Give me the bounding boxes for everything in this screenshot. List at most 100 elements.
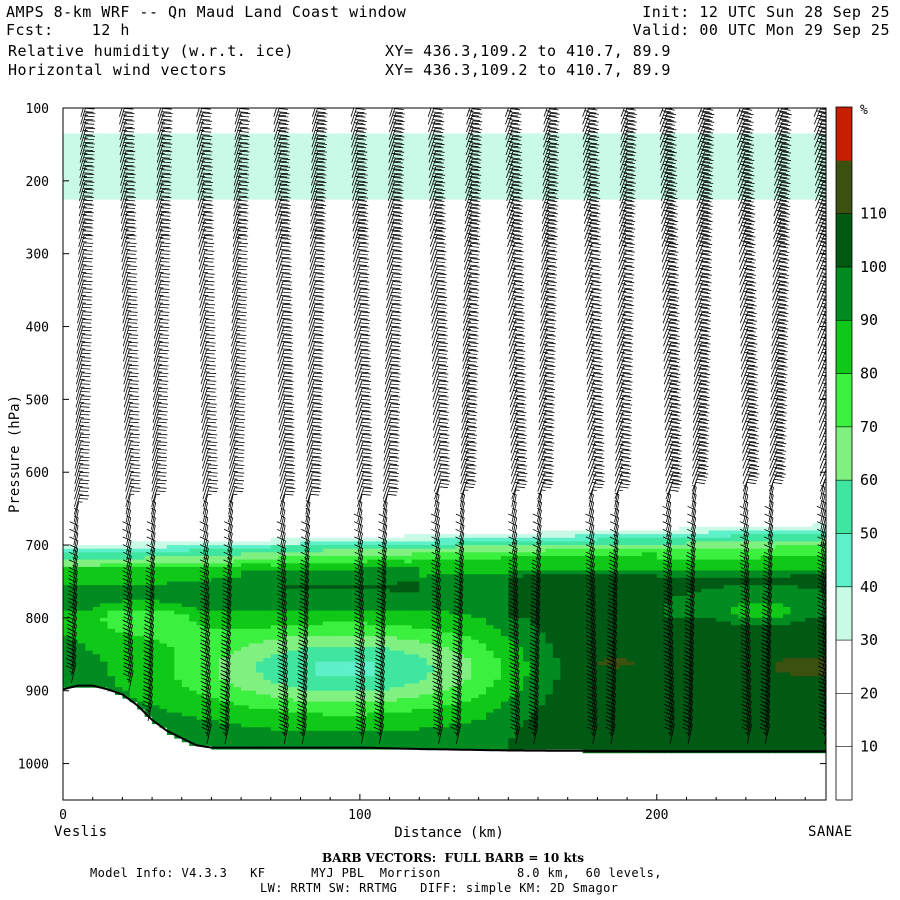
rh-cell bbox=[129, 177, 138, 182]
rh-cell bbox=[486, 159, 495, 164]
rh-cell bbox=[359, 607, 368, 612]
rh-cell bbox=[374, 617, 383, 623]
rh-cell bbox=[285, 625, 294, 630]
rh-cell bbox=[233, 155, 242, 160]
rh-cell bbox=[330, 155, 339, 160]
rh-cell bbox=[359, 180, 368, 185]
rh-cell bbox=[92, 676, 101, 681]
rh-cell bbox=[300, 184, 309, 189]
rh-cell bbox=[196, 636, 205, 641]
rh-cell bbox=[115, 144, 123, 149]
rh-cell bbox=[359, 148, 368, 153]
rh-cell bbox=[115, 566, 123, 572]
rh-cell bbox=[248, 628, 257, 633]
rh-cell bbox=[367, 159, 376, 164]
rh-cell bbox=[441, 596, 450, 601]
rh-cell bbox=[419, 687, 428, 692]
rh-cell bbox=[211, 169, 220, 175]
rh-cell bbox=[441, 166, 450, 171]
rh-cell bbox=[196, 705, 205, 710]
rh-cell bbox=[293, 665, 302, 670]
rh-cell bbox=[256, 151, 264, 156]
rh-cell bbox=[256, 738, 264, 743]
rh-cell bbox=[233, 133, 242, 138]
rh-cell bbox=[560, 632, 569, 637]
rh-cell bbox=[389, 643, 398, 648]
rh-cell bbox=[404, 650, 413, 655]
rh-cell bbox=[233, 180, 242, 185]
rh-cell bbox=[322, 636, 331, 641]
rh-cell bbox=[204, 162, 212, 167]
rh-cell bbox=[382, 661, 391, 666]
rh-cell bbox=[174, 585, 183, 590]
rh-cell bbox=[486, 672, 495, 677]
rh-cell bbox=[486, 639, 495, 644]
rh-cell bbox=[159, 617, 168, 623]
rh-cell bbox=[330, 723, 339, 728]
rh-cell bbox=[63, 155, 71, 160]
rh-cell bbox=[330, 701, 339, 706]
rh-cell bbox=[567, 140, 576, 145]
rh-cell bbox=[337, 162, 346, 167]
rh-cell bbox=[552, 665, 561, 670]
rh-cell bbox=[278, 690, 287, 695]
rh-cell bbox=[463, 545, 472, 550]
rh-cell bbox=[218, 647, 227, 652]
rh-cell bbox=[404, 621, 413, 626]
rh-cell bbox=[226, 708, 235, 714]
rh-cell bbox=[330, 599, 339, 604]
rh-cell bbox=[493, 621, 502, 626]
rh-cell bbox=[137, 585, 146, 590]
rh-cell bbox=[493, 668, 502, 674]
rh-cell bbox=[397, 727, 405, 732]
rh-cell bbox=[397, 169, 405, 175]
rh-cell bbox=[515, 636, 524, 641]
rh-cell bbox=[515, 159, 524, 164]
rh-cell bbox=[426, 661, 435, 666]
rh-cell bbox=[248, 650, 257, 655]
rh-cell bbox=[434, 741, 443, 746]
rh-cell bbox=[515, 617, 524, 623]
rh-cell bbox=[278, 155, 287, 160]
rh-cell bbox=[189, 577, 198, 582]
rh-cell bbox=[248, 698, 257, 703]
rh-cell bbox=[456, 585, 465, 590]
rh-cell bbox=[159, 676, 168, 681]
rh-cell bbox=[552, 723, 561, 728]
rh-cell bbox=[426, 665, 435, 670]
rh-cell bbox=[382, 658, 391, 663]
rh-cell bbox=[307, 610, 316, 615]
rh-cell bbox=[107, 559, 116, 564]
rh-cell bbox=[241, 738, 250, 743]
rh-cell bbox=[204, 159, 212, 164]
rh-cell bbox=[152, 588, 161, 593]
rh-cell bbox=[508, 690, 517, 695]
rh-cell bbox=[293, 563, 302, 568]
rh-cell bbox=[345, 679, 353, 684]
rh-cell bbox=[508, 683, 517, 688]
rh-cell bbox=[322, 639, 331, 644]
rh-cell bbox=[166, 169, 175, 175]
rh-cell bbox=[552, 140, 561, 145]
chart-title: AMPS 8-km WRF -- Qn Maud Land Coast wind… bbox=[6, 3, 407, 21]
rh-cell bbox=[330, 151, 339, 156]
rh-cell bbox=[486, 577, 495, 582]
rh-cell bbox=[159, 577, 168, 582]
rh-cell bbox=[471, 632, 480, 637]
rh-cell bbox=[419, 137, 428, 142]
rh-cell bbox=[426, 734, 435, 739]
rh-cell bbox=[411, 614, 420, 619]
rh-cell bbox=[307, 552, 316, 557]
rh-cell bbox=[189, 643, 198, 648]
rh-cell bbox=[515, 552, 524, 557]
rh-cell bbox=[330, 694, 339, 699]
rh-cell bbox=[389, 537, 398, 542]
rh-cell bbox=[419, 599, 428, 604]
rh-cell bbox=[523, 676, 532, 681]
rh-cell bbox=[100, 552, 109, 557]
rh-cell bbox=[345, 166, 353, 171]
rh-cell bbox=[122, 683, 131, 688]
rh-cell bbox=[211, 151, 220, 156]
rh-cell bbox=[523, 574, 532, 579]
rh-cell bbox=[471, 548, 480, 553]
